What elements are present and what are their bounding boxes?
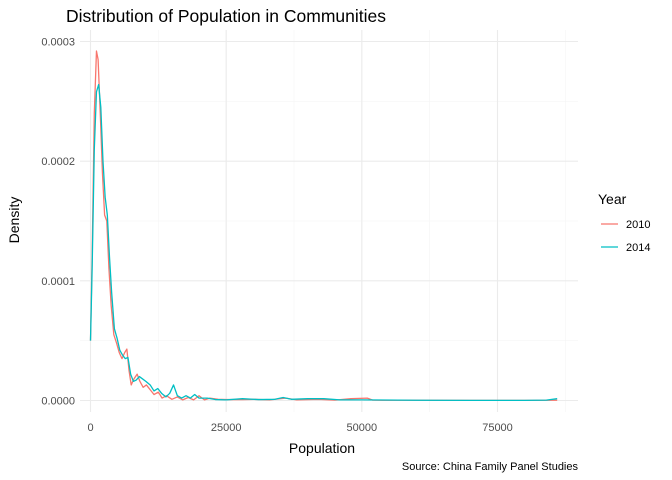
legend-items: 2010 2014 bbox=[601, 219, 650, 254]
y-axis-ticks: 0.0000 0.0001 0.0002 0.0003 bbox=[41, 37, 75, 408]
y-axis-title: Density bbox=[6, 197, 22, 244]
series-line-2014 bbox=[89, 83, 558, 402]
grid bbox=[80, 30, 578, 412]
series-line-2010 bbox=[89, 50, 558, 402]
legend: Year 2010 2014 bbox=[598, 191, 650, 254]
chart-title: Distribution of Population in Communitie… bbox=[66, 6, 386, 26]
legend-label-2014: 2014 bbox=[626, 242, 650, 254]
x-tick-label: 0 bbox=[87, 422, 93, 434]
x-tick-label: 50000 bbox=[347, 422, 378, 434]
series-lines bbox=[89, 50, 558, 402]
x-axis-ticks: 0 25000 50000 75000 bbox=[87, 422, 512, 434]
y-tick-label: 0.0001 bbox=[41, 276, 75, 288]
x-tick-label: 75000 bbox=[482, 422, 513, 434]
legend-item-2010: 2010 bbox=[601, 219, 650, 231]
x-axis-title: Population bbox=[289, 440, 355, 456]
x-tick-label: 25000 bbox=[211, 422, 242, 434]
legend-label-2010: 2010 bbox=[626, 219, 650, 231]
chart-caption: Source: China Family Panel Studies bbox=[402, 461, 579, 473]
legend-title: Year bbox=[598, 191, 627, 207]
y-tick-label: 0.0000 bbox=[41, 396, 75, 408]
y-tick-label: 0.0002 bbox=[41, 156, 75, 168]
y-tick-label: 0.0003 bbox=[41, 37, 75, 49]
legend-item-2014: 2014 bbox=[601, 242, 650, 254]
